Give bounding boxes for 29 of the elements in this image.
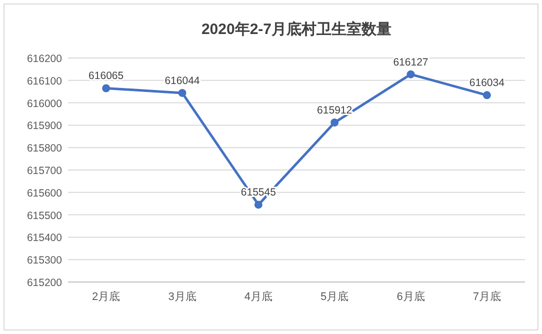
point <box>254 200 262 209</box>
x-tick-label: 7月底 <box>472 290 501 303</box>
point <box>102 84 110 92</box>
y-tick-label: 615500 <box>26 210 62 222</box>
data-label: 616044 <box>164 74 200 87</box>
y-tick-label: 615800 <box>26 142 62 155</box>
y-tick-label: 616100 <box>26 75 62 88</box>
y-tick-label: 615700 <box>26 165 62 177</box>
point <box>482 91 491 100</box>
chart-title: 2020年2-7月底村卫生室数量 <box>201 20 392 38</box>
y-tick-label: 615300 <box>26 254 62 267</box>
x-tick-label: 6月底 <box>396 290 425 303</box>
point <box>406 70 415 78</box>
data-label: 615912 <box>317 104 352 117</box>
y-tick-label: 615600 <box>26 187 62 200</box>
x-tick-label: 4月底 <box>244 290 272 303</box>
data-label: 616034 <box>469 77 505 90</box>
y-tick-label: 615200 <box>26 277 62 289</box>
data-label: 616065 <box>88 70 124 82</box>
y-tick-label: 616200 <box>26 53 62 65</box>
x-tick-label: 2月底 <box>92 290 120 303</box>
point <box>330 118 339 127</box>
x-tick-label: 3月底 <box>168 290 196 303</box>
point <box>178 88 186 97</box>
y-tick-label: 616000 <box>26 98 62 110</box>
data-label: 616127 <box>393 56 428 68</box>
y-tick-label: 615900 <box>26 120 62 132</box>
x-tick-label: 5月底 <box>320 290 349 303</box>
y-tick-label: 615400 <box>26 232 62 244</box>
